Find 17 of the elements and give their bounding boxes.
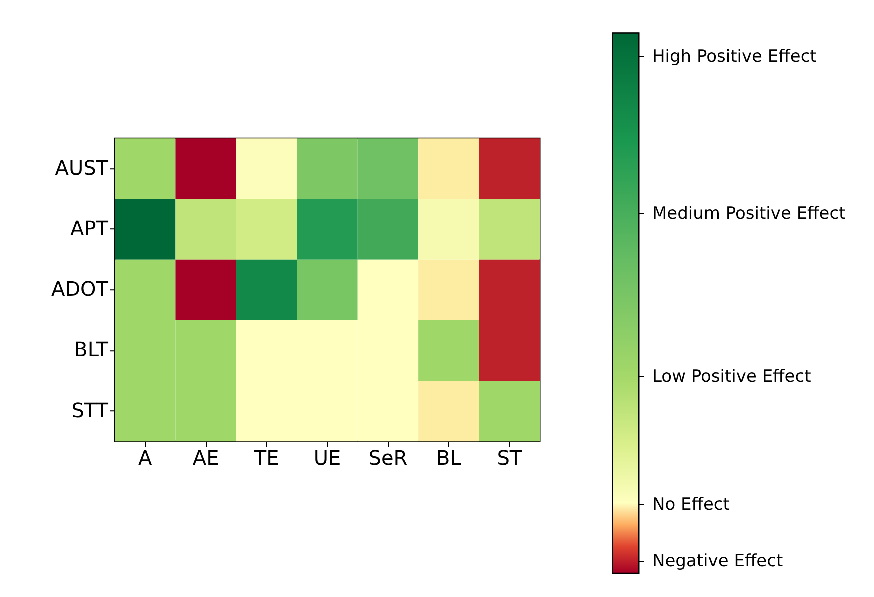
x-tick-label: BL [436, 446, 462, 470]
x-tick-label: A [138, 446, 153, 470]
color-bar-label: Low Positive Effect [652, 366, 812, 387]
y-tick-label: STT [72, 398, 110, 422]
color-bar-label: High Positive Effect [652, 47, 818, 68]
x-tick-label: UE [314, 446, 342, 470]
y-tick-label: BLT [74, 338, 110, 362]
y-tick-label: AUST [55, 156, 110, 180]
y-tick-label: ADOT [51, 277, 110, 302]
x-tick-label: ST [497, 446, 523, 470]
color-bar-label: Medium Positive Effect [652, 204, 846, 224]
y-tick-label: APT [70, 216, 110, 241]
x-tick-label: SeR [368, 446, 408, 470]
x-tick-label: AE [192, 446, 220, 470]
color-bar-label: Negative Effect [652, 551, 784, 572]
x-tick-label: TE [253, 446, 280, 470]
color-bar-label: No Effect [652, 494, 730, 515]
